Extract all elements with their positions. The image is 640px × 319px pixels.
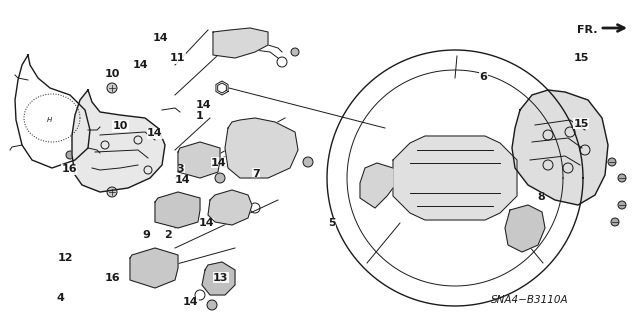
Text: FR.: FR. xyxy=(577,25,598,35)
Text: SNA4−B3110A: SNA4−B3110A xyxy=(491,295,569,305)
Text: 4: 4 xyxy=(57,293,65,303)
Text: 7: 7 xyxy=(252,169,260,179)
Text: 8: 8 xyxy=(537,192,545,202)
Text: H: H xyxy=(46,117,52,123)
Text: 12: 12 xyxy=(58,253,73,263)
Circle shape xyxy=(291,48,299,56)
Text: 9: 9 xyxy=(142,230,150,240)
Circle shape xyxy=(618,201,626,209)
Text: 1: 1 xyxy=(196,111,204,122)
Text: 13: 13 xyxy=(213,272,228,283)
Polygon shape xyxy=(155,192,200,228)
Text: 14: 14 xyxy=(133,60,148,70)
Text: 16: 16 xyxy=(61,164,77,174)
Polygon shape xyxy=(225,118,298,178)
Text: 3: 3 xyxy=(177,164,184,174)
Text: 5: 5 xyxy=(328,218,335,228)
Text: 10: 10 xyxy=(113,121,128,131)
Text: 14: 14 xyxy=(211,158,227,168)
Circle shape xyxy=(303,157,313,167)
Text: 15: 15 xyxy=(573,53,589,63)
Polygon shape xyxy=(178,142,220,178)
Circle shape xyxy=(611,218,619,226)
Circle shape xyxy=(207,300,217,310)
Text: 14: 14 xyxy=(196,100,211,110)
Circle shape xyxy=(618,174,626,182)
Polygon shape xyxy=(208,190,252,225)
Text: 14: 14 xyxy=(183,297,198,308)
Text: 2: 2 xyxy=(164,230,172,241)
Text: 6: 6 xyxy=(479,72,487,82)
Polygon shape xyxy=(360,163,393,208)
Polygon shape xyxy=(202,262,235,295)
Circle shape xyxy=(215,173,225,183)
Polygon shape xyxy=(130,248,178,288)
Text: 15: 15 xyxy=(573,119,589,129)
Circle shape xyxy=(608,158,616,166)
Text: 14: 14 xyxy=(175,175,190,185)
Polygon shape xyxy=(505,205,545,252)
Text: 14: 14 xyxy=(152,33,168,43)
Text: 10: 10 xyxy=(104,69,120,79)
Polygon shape xyxy=(213,28,268,58)
Text: 16: 16 xyxy=(104,272,120,283)
Text: 14: 14 xyxy=(147,128,163,138)
Text: 14: 14 xyxy=(198,218,214,228)
Polygon shape xyxy=(393,136,517,220)
Text: 11: 11 xyxy=(170,53,186,63)
Polygon shape xyxy=(512,90,608,205)
Circle shape xyxy=(107,187,117,197)
Circle shape xyxy=(66,151,74,159)
Circle shape xyxy=(107,83,117,93)
Polygon shape xyxy=(72,90,165,192)
